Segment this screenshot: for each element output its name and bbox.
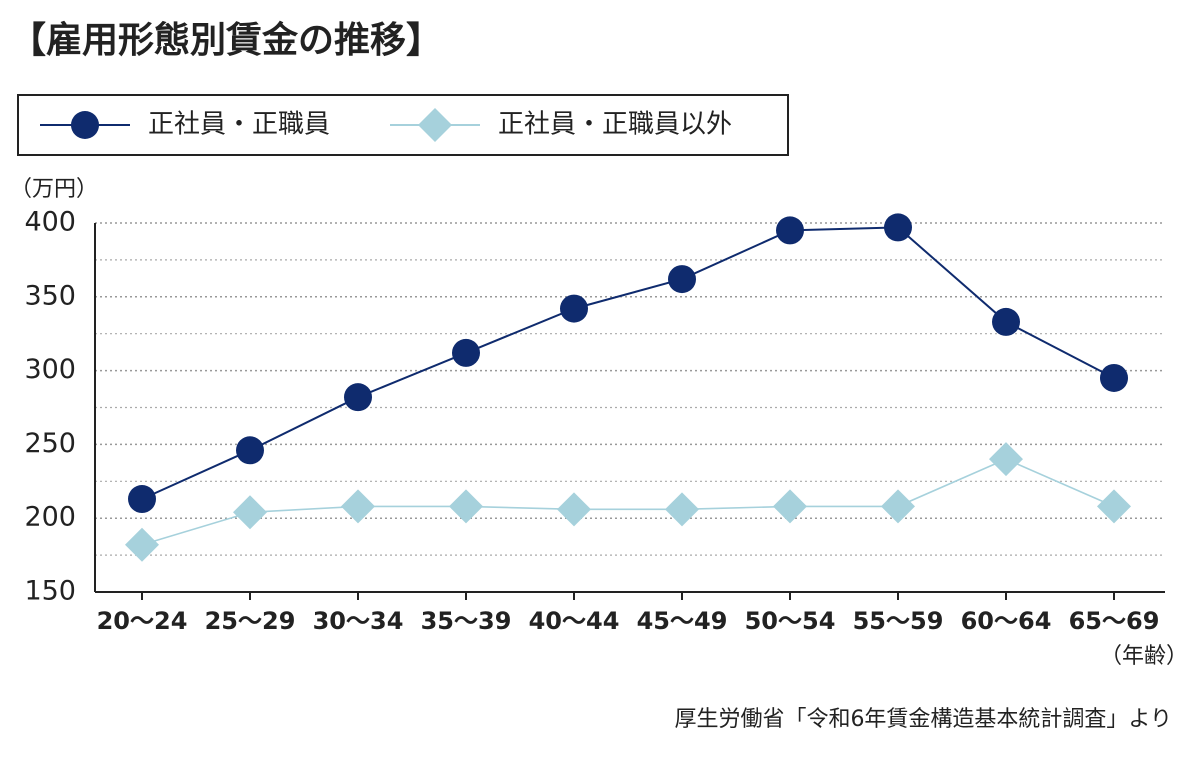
- y-tick-label: 300: [24, 354, 76, 385]
- data-point: [884, 213, 912, 242]
- x-tick-label: 20～24: [97, 607, 188, 635]
- data-point: [881, 489, 915, 524]
- data-point: [1100, 363, 1128, 392]
- y-tick-label: 200: [24, 502, 76, 533]
- legend-label: 正社員・正職員: [148, 110, 330, 140]
- source-note: 厚生労働省「令和6年賃金構造基本統計調査」より: [674, 707, 1172, 732]
- series-line: [141, 458, 1115, 546]
- data-point: [992, 307, 1020, 336]
- data-point: [341, 489, 375, 524]
- x-tick-label: 40～44: [529, 607, 620, 635]
- data-point: [344, 383, 372, 412]
- legend-box: [17, 94, 789, 156]
- x-tick-label: 30～34: [313, 607, 404, 635]
- data-point: [236, 436, 264, 465]
- data-point: [776, 216, 804, 245]
- x-tick-label: 50～54: [745, 607, 836, 635]
- data-point: [773, 489, 807, 524]
- y-tick-label: 250: [24, 428, 76, 459]
- data-point: [665, 492, 699, 527]
- data-point: [233, 495, 267, 530]
- data-point: [668, 265, 696, 294]
- x-tick-label: 55～59: [853, 607, 944, 635]
- x-axis-label: （年齢）: [1100, 644, 1188, 669]
- x-tick-label: 60～64: [961, 607, 1052, 635]
- series-line: [141, 226, 1115, 500]
- data-point: [557, 492, 591, 527]
- y-tick-label: 400: [24, 207, 76, 238]
- data-point: [1097, 489, 1131, 524]
- data-point: [128, 485, 156, 514]
- data-point: [560, 294, 588, 323]
- data-point: [449, 489, 483, 524]
- data-point: [989, 442, 1023, 477]
- data-point: [125, 527, 159, 562]
- x-tick-label: 45～49: [637, 607, 728, 635]
- x-tick-label: 65～69: [1069, 607, 1160, 635]
- legend-marker: [418, 108, 452, 142]
- y-axis-label: （万円）: [10, 177, 98, 202]
- legend-label: 正社員・正職員以外: [498, 110, 732, 140]
- y-tick-label: 150: [24, 576, 76, 607]
- chart-title: 【雇用形態別賃金の推移】: [10, 19, 442, 61]
- data-point: [452, 338, 480, 367]
- x-tick-label: 25～29: [205, 607, 296, 635]
- x-tick-label: 35～39: [421, 607, 512, 635]
- legend-marker: [71, 111, 99, 139]
- y-tick-label: 350: [24, 280, 76, 311]
